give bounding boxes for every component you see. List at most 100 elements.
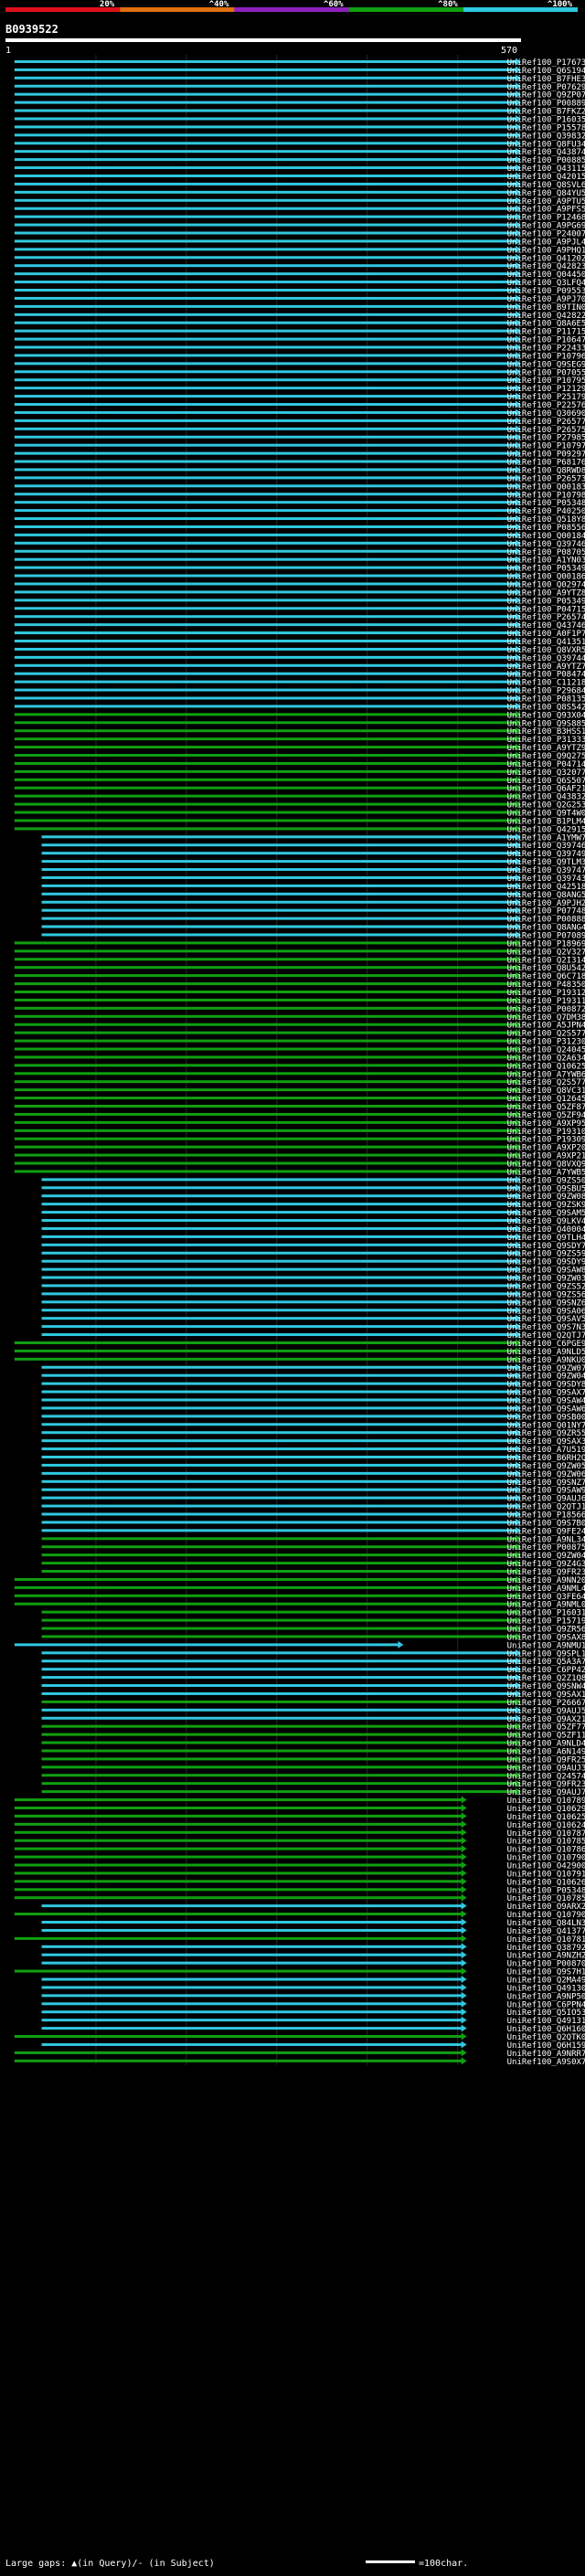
hit-row: UniRef100_A9NRR7 [14, 2049, 585, 2059]
hit-bar [41, 1521, 516, 1524]
hit-row: UniRef100_Q9SA06 [41, 1306, 585, 1316]
hit-label: UniRef100_Q10786 [507, 1846, 585, 1855]
hit-bar [14, 1806, 463, 1809]
hit-label: UniRef100_Q9SAW6 [507, 1405, 585, 1414]
hit-arrowhead [516, 710, 521, 718]
hit-arrowhead [516, 319, 521, 327]
hit-label: UniRef100_Q9SAX3 [507, 1437, 585, 1447]
hit-arrowhead [516, 1404, 521, 1412]
query-start-label: 1 [5, 46, 11, 56]
hit-bar [14, 1871, 463, 1875]
hit-label: UniRef100_P07089 [507, 931, 585, 940]
hit-row: UniRef100_Q518Y8 [14, 514, 585, 525]
hit-arrowhead [516, 367, 521, 376]
hit-label: UniRef100_A9PG69 [507, 222, 585, 231]
hit-row: UniRef100_Q9SAV5 [41, 1314, 585, 1324]
hit-bar [14, 1896, 463, 1900]
hit-row: UniRef100_P19309 [14, 1135, 585, 1145]
hit-row: UniRef100_Q10790 [14, 1910, 585, 1920]
hit-label: UniRef100_Q7DM38 [507, 1013, 585, 1023]
hit-arrowhead [516, 1706, 521, 1714]
hit-label: UniRef100_P09553 [507, 287, 585, 296]
hit-row: UniRef100_Q39746 [41, 841, 585, 851]
query-end-label: 570 [501, 46, 517, 56]
hit-bar [14, 746, 517, 749]
hit-row: UniRef100_P27985 [14, 433, 585, 443]
hit-label: UniRef100_P18566 [507, 1511, 585, 1521]
hit-arrowhead [516, 1118, 521, 1127]
hit-arrowhead [516, 1754, 521, 1763]
hit-arrowhead [516, 302, 521, 311]
hit-bar [41, 1961, 463, 1965]
hit-bar [14, 1120, 517, 1124]
hit-label: UniRef100_P19309 [507, 1136, 585, 1145]
hit-row: UniRef100_Q84YU5 [14, 188, 585, 198]
color-scale-label: ^60% [324, 0, 344, 9]
hit-label: UniRef100_Q42822 [507, 312, 585, 321]
hit-bar [14, 958, 517, 961]
hit-arrowhead [516, 1110, 521, 1118]
hit-arrowhead [461, 1885, 467, 1893]
hit-label: UniRef100_A0F1P7 [507, 630, 585, 639]
hit-bar [14, 1088, 517, 1092]
hit-label: UniRef100_P07629 [507, 83, 585, 92]
hit-bar [14, 419, 517, 422]
hit-row: UniRef100_Q5ZF77 [41, 1723, 585, 1733]
hit-bar [41, 908, 516, 912]
hit-bar [14, 688, 517, 692]
hit-bar [41, 1537, 516, 1541]
hit-bar [14, 1072, 517, 1076]
hit-label: UniRef100_Q9SDY9 [507, 1258, 585, 1267]
hit-bar [41, 1627, 516, 1630]
hit-arrowhead [516, 1698, 521, 1706]
hit-bar [14, 607, 517, 610]
hit-row: UniRef100_Q42518 [41, 882, 585, 892]
hit-bar [14, 631, 517, 635]
hit-label: UniRef100_P25179 [507, 393, 585, 402]
hit-row: UniRef100_P05349 [14, 596, 585, 606]
hit-arrowhead [516, 1061, 521, 1069]
hit-row: UniRef100_Q2A634 [14, 1053, 585, 1063]
hit-label: UniRef100_Q9FE24 [507, 1527, 585, 1536]
hit-row: UniRef100_Q9SNZ6 [41, 1298, 585, 1308]
hit-arrowhead [516, 938, 521, 947]
hit-arrowhead [516, 629, 521, 637]
hit-label: UniRef100_Q2QTJ7 [507, 1331, 585, 1341]
hit-label: UniRef100_Q10625 [507, 1062, 585, 1071]
hit-arrowhead [516, 1584, 521, 1592]
color-scale-label: ^40% [209, 0, 229, 9]
hit-bar [14, 215, 517, 218]
hit-row: UniRef100_P05348 [14, 498, 585, 508]
hit-label: UniRef100_Q9SAW4 [507, 1396, 585, 1405]
hit-label: UniRef100_Q9AUJ7 [507, 1788, 585, 1797]
hit-label: UniRef100_P00870 [507, 1960, 585, 1969]
hit-label: UniRef100_Q41377 [507, 1927, 585, 1936]
hit-row: UniRef100_Q2I314 [14, 955, 585, 965]
hit-label: UniRef100_A9XP95 [507, 1119, 585, 1129]
hit-row: UniRef100_Q24574 [41, 1771, 585, 1781]
hit-label: UniRef100_B9TIN0 [507, 303, 585, 313]
hit-label: UniRef100_P00875 [507, 1543, 585, 1553]
hit-bar [14, 296, 517, 300]
hit-bar [41, 1211, 516, 1214]
hit-row: UniRef100_Q8FU34 [14, 139, 585, 149]
hit-row: UniRef100_P08474 [14, 670, 585, 680]
hit-row: UniRef100_Q9SAX3 [41, 1436, 585, 1447]
hit-arrowhead [516, 188, 521, 196]
hit-bar [14, 615, 517, 619]
hit-bar [41, 1651, 516, 1655]
hit-arrowhead [516, 1575, 521, 1584]
hit-bar [14, 1594, 517, 1597]
hit-bar [14, 354, 517, 357]
hit-row: UniRef100_B7FHE3 [14, 74, 585, 84]
hit-row: UniRef100_A9NML4 [14, 1584, 585, 1594]
hit-bar [14, 566, 517, 569]
hit-bar [14, 1153, 517, 1157]
hit-arrowhead [516, 523, 521, 531]
hit-row: UniRef100_Q9TLM3 [41, 857, 585, 867]
hit-label: UniRef100_Q9AUJ3 [507, 1764, 585, 1773]
hit-arrowhead [516, 482, 521, 490]
legend-scale-text: =100char. [419, 2559, 468, 2569]
hit-label: UniRef100_P26573 [507, 474, 585, 483]
hit-row: UniRef100_A7U519 [41, 1445, 585, 1455]
